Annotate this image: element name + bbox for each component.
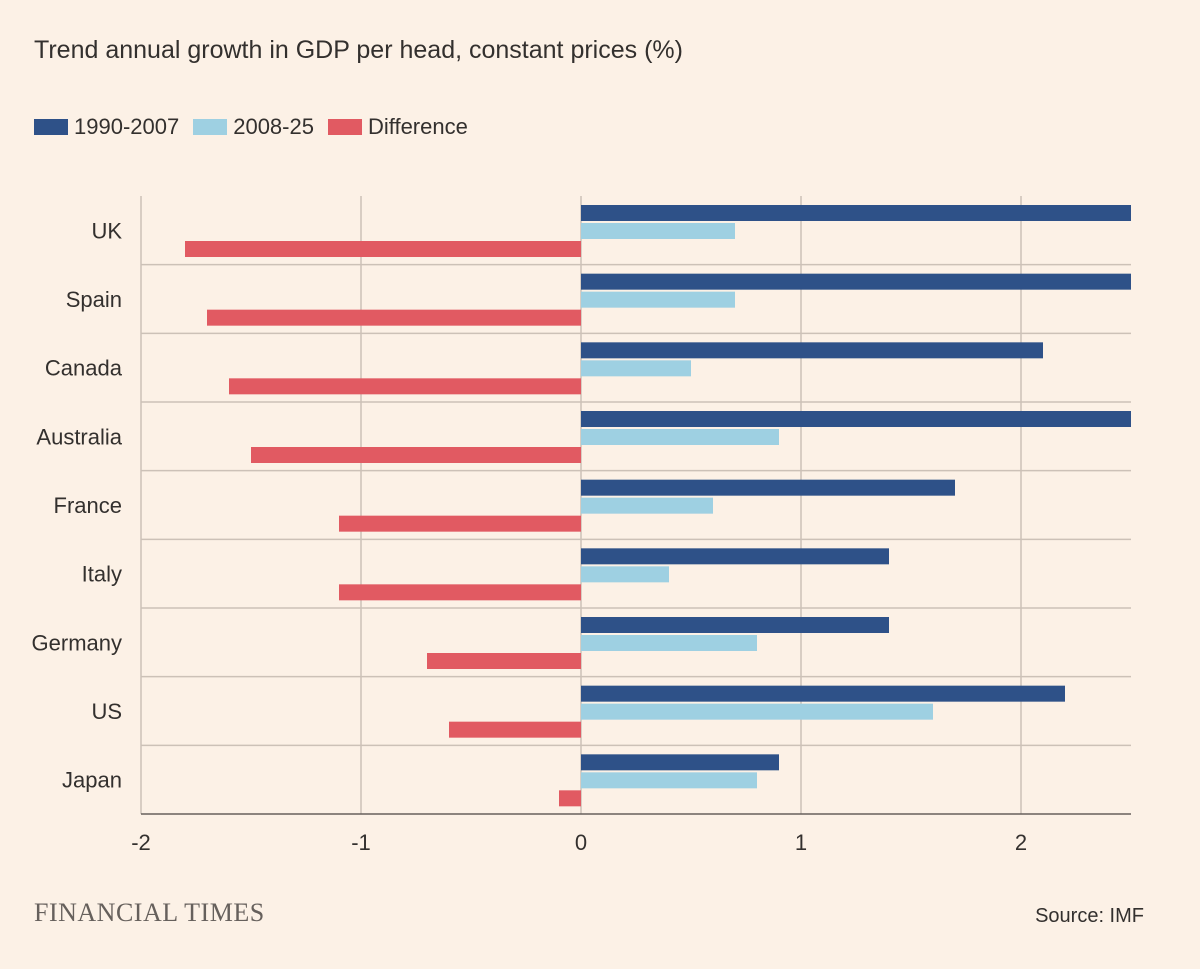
bar-france-2008-25 [581, 497, 713, 514]
bar-germany-2008-25 [581, 635, 757, 651]
legend-swatch-difference [327, 119, 362, 135]
x-tick-label: 1 [795, 830, 807, 855]
legend-swatch-1990-2007 [34, 119, 68, 135]
bar-canada-2008-25 [581, 360, 691, 377]
category-label-canada: Canada [45, 356, 123, 381]
legend-item-2008-25: 2008-25 [193, 114, 314, 140]
bar-france-1990-2007 [581, 479, 955, 496]
category-label-us: US [91, 699, 122, 724]
bar-canada-difference [229, 378, 581, 395]
ft-logo-text: FINANCIAL TIMES [34, 898, 265, 927]
bar-uk-difference [185, 241, 581, 257]
bar-france-difference [339, 515, 581, 532]
legend-label-2008-25: 2008-25 [233, 114, 314, 139]
bar-uk-2008-25 [581, 223, 735, 239]
bar-us-1990-2007 [581, 685, 1065, 702]
x-tick-label: 2 [1015, 830, 1027, 855]
bar-us-difference [449, 721, 581, 738]
category-label-spain: Spain [66, 287, 122, 312]
bar-germany-1990-2007 [581, 617, 889, 633]
bar-australia-2008-25 [581, 429, 779, 445]
legend-label-difference: Difference [367, 114, 468, 139]
category-label-uk: UK [91, 218, 122, 243]
bar-japan-2008-25 [581, 772, 757, 789]
bar-spain-2008-25 [581, 291, 735, 308]
bar-italy-difference [339, 584, 581, 601]
legend-label-1990-2007: 1990-2007 [74, 114, 180, 139]
chart-title: Trend annual growth in GDP per head, con… [34, 36, 683, 64]
category-label-germany: Germany [32, 630, 122, 655]
x-tick-label: 0 [575, 830, 587, 855]
bar-japan-difference [559, 790, 581, 807]
bar-canada-1990-2007 [581, 342, 1043, 359]
bar-germany-difference [427, 653, 581, 669]
bar-australia-1990-2007 [581, 411, 1131, 427]
category-label-italy: Italy [82, 562, 122, 587]
bar-australia-difference [251, 447, 581, 463]
legend-item-1990-2007: 1990-2007 [34, 114, 179, 140]
x-tick-label: -2 [131, 830, 151, 855]
bar-spain-1990-2007 [581, 273, 1131, 290]
bar-uk-1990-2007 [581, 205, 1131, 221]
bar-spain-difference [207, 309, 581, 326]
legend-item-difference: Difference [327, 114, 468, 140]
category-label-france: France [54, 493, 122, 518]
bar-japan-1990-2007 [581, 754, 779, 771]
category-label-australia: Australia [36, 424, 122, 449]
bar-italy-1990-2007 [581, 548, 889, 565]
x-tick-label: -1 [351, 830, 371, 855]
source-note: Source: IMF [1035, 905, 1144, 927]
legend: 1990-2007 2008-25 Difference [34, 114, 482, 140]
category-label-japan: Japan [62, 768, 122, 793]
legend-swatch-2008-25 [193, 119, 228, 135]
bar-us-2008-25 [581, 703, 933, 720]
bar-italy-2008-25 [581, 566, 669, 583]
